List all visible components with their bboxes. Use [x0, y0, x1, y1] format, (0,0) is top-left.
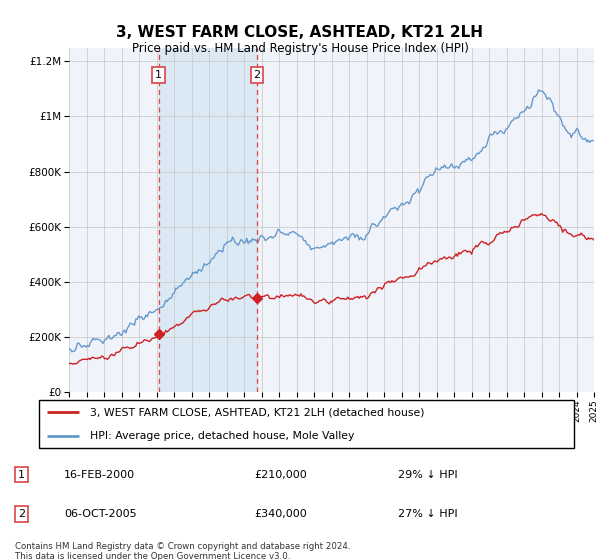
Text: 06-OCT-2005: 06-OCT-2005	[64, 509, 136, 519]
Bar	[158, 48, 257, 392]
Text: 3, WEST FARM CLOSE, ASHTEAD, KT21 2LH (detached house): 3, WEST FARM CLOSE, ASHTEAD, KT21 2LH (d…	[91, 408, 425, 418]
Text: Contains HM Land Registry data © Crown copyright and database right 2024.
This d: Contains HM Land Registry data © Crown c…	[15, 542, 350, 560]
Text: 29% ↓ HPI: 29% ↓ HPI	[398, 470, 458, 479]
Text: HPI: Average price, detached house, Mole Valley: HPI: Average price, detached house, Mole…	[91, 431, 355, 441]
Text: £340,000: £340,000	[254, 509, 307, 519]
Text: £210,000: £210,000	[254, 470, 307, 479]
Text: 1: 1	[18, 470, 25, 479]
Text: 3, WEST FARM CLOSE, ASHTEAD, KT21 2LH: 3, WEST FARM CLOSE, ASHTEAD, KT21 2LH	[116, 25, 484, 40]
Text: 2: 2	[254, 70, 260, 80]
Text: 2: 2	[18, 509, 25, 519]
Text: 1: 1	[155, 70, 162, 80]
Text: 27% ↓ HPI: 27% ↓ HPI	[398, 509, 458, 519]
Text: 16-FEB-2000: 16-FEB-2000	[64, 470, 135, 479]
Text: Price paid vs. HM Land Registry's House Price Index (HPI): Price paid vs. HM Land Registry's House …	[131, 42, 469, 55]
FancyBboxPatch shape	[39, 400, 574, 448]
